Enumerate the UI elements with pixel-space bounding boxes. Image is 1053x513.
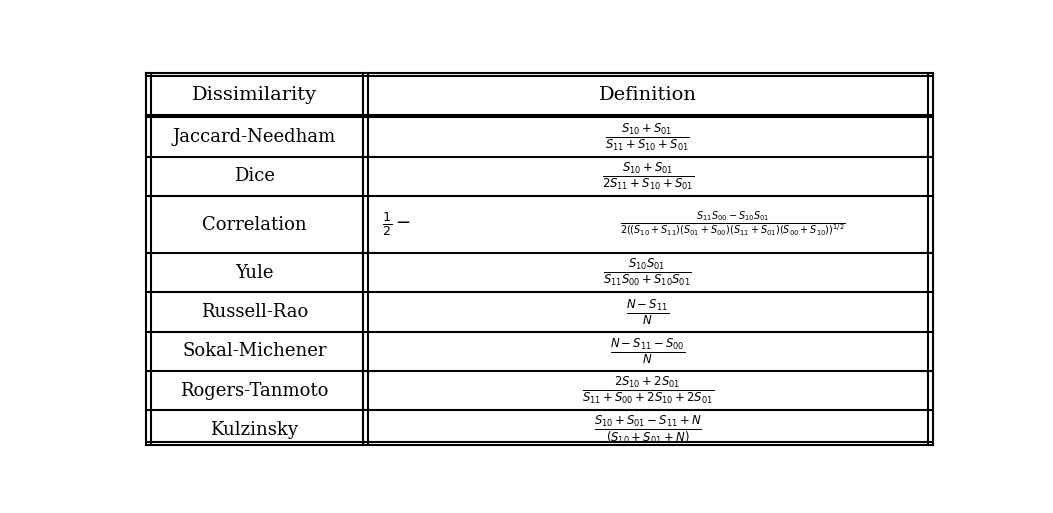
Text: Russell-Rao: Russell-Rao (201, 303, 309, 321)
Text: $\frac{2S_{10}+2S_{01}}{S_{11}+S_{00}+2S_{10}+2S_{01}}$: $\frac{2S_{10}+2S_{01}}{S_{11}+S_{00}+2S… (582, 374, 714, 406)
Text: Definition: Definition (599, 86, 697, 105)
Text: Dice: Dice (234, 167, 275, 185)
Text: $\frac{N-S_{11}-S_{00}}{N}$: $\frac{N-S_{11}-S_{00}}{N}$ (610, 337, 686, 366)
Text: Yule: Yule (235, 264, 274, 282)
Text: Kulzinsky: Kulzinsky (211, 421, 298, 439)
Text: $\frac{S_{10}+S_{01}-S_{11}+N}{(S_{10}+S_{01}+N)}$: $\frac{S_{10}+S_{01}-S_{11}+N}{(S_{10}+S… (594, 413, 701, 446)
Text: Rogers-Tanmoto: Rogers-Tanmoto (180, 382, 329, 400)
Text: Dissimilarity: Dissimilarity (192, 86, 317, 105)
Text: Sokal-Michener: Sokal-Michener (182, 342, 326, 360)
Text: Correlation: Correlation (202, 215, 306, 233)
Text: Jaccard-Needham: Jaccard-Needham (173, 128, 336, 146)
Text: $\frac{N-S_{11}}{N}$: $\frac{N-S_{11}}{N}$ (627, 297, 670, 327)
Text: $\frac{S_{11}S_{00}-S_{10}S_{01}}{2((S_{10}+S_{11})(S_{01}+S_{00})(S_{11}+S_{01}: $\frac{S_{11}S_{00}-S_{10}S_{01}}{2((S_{… (619, 210, 846, 239)
Text: $\frac{S_{10}S_{01}}{S_{11}S_{00}+S_{10}S_{01}}$: $\frac{S_{10}S_{01}}{S_{11}S_{00}+S_{10}… (603, 257, 692, 288)
Text: $\frac{S_{10}+S_{01}}{2S_{11}+S_{10}+S_{01}}$: $\frac{S_{10}+S_{01}}{2S_{11}+S_{10}+S_{… (601, 161, 694, 192)
Text: $\frac{1}{2} -$: $\frac{1}{2} -$ (382, 211, 412, 239)
Text: $\frac{S_{10}+S_{01}}{S_{11}+S_{10}+S_{01}}$: $\frac{S_{10}+S_{01}}{S_{11}+S_{10}+S_{0… (605, 121, 691, 153)
